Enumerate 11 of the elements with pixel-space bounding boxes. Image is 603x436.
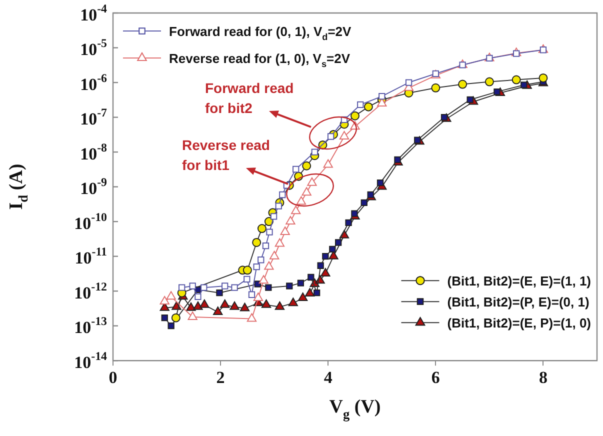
legend-label: (Bit1, Bit2)=(E, P)=(1, 0) [447, 316, 591, 331]
x-tick-label: 6 [431, 368, 440, 388]
x-tick-label: 4 [324, 368, 333, 388]
x-tick-label: 2 [216, 368, 225, 388]
legend-label: (Bit1, Bit2)=(P, E)=(0, 1) [447, 294, 590, 310]
legend-label: (Bit1, Bit2)=(E, E)=(1, 1) [447, 274, 591, 289]
annotation: Reverse read for bit1 [182, 137, 270, 173]
y-axis-title: Id (A) [6, 164, 31, 210]
annotation: Forward read for bit2 [205, 80, 294, 116]
x-tick-label: 8 [538, 368, 548, 388]
x-tick-label: 0 [108, 368, 118, 388]
